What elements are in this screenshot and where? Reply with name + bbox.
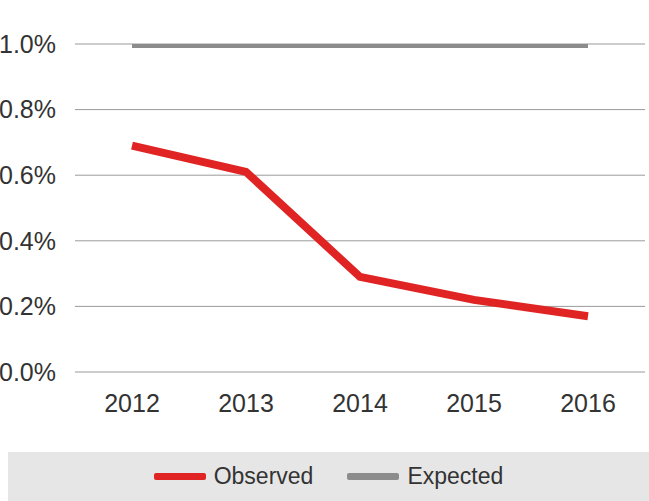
svg-text:0.6%: 0.6% bbox=[8, 161, 56, 189]
html-text:Expected: Expected bbox=[407, 463, 504, 489]
svg-text:0.0%: 0.0% bbox=[8, 358, 56, 386]
svg-text:2015: 2015 bbox=[446, 389, 502, 417]
svg-text:0.4%: 0.4% bbox=[8, 227, 56, 255]
svg-text:2014: 2014 bbox=[332, 389, 388, 417]
svg-text:2013: 2013 bbox=[218, 389, 274, 417]
html-text:Observed: Observed bbox=[213, 463, 314, 489]
svg-text:1.0%: 1.0% bbox=[8, 30, 56, 58]
svg-text:2012: 2012 bbox=[104, 389, 160, 417]
svg-text:0.8%: 0.8% bbox=[8, 95, 56, 123]
svg-text:2016: 2016 bbox=[560, 389, 616, 417]
svg-text:0.2%: 0.2% bbox=[8, 292, 56, 320]
